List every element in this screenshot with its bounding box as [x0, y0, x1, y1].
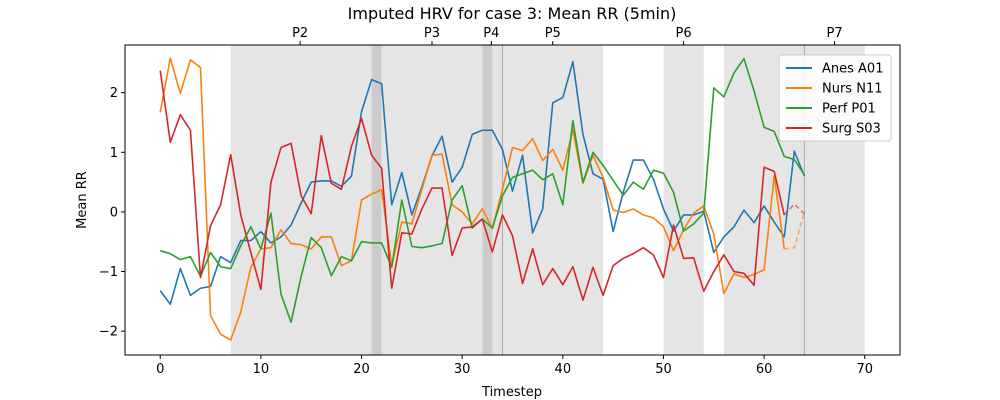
- phase-labels: P2 P3 P4 P5 P6 P7: [292, 26, 843, 45]
- x-tick-label: 0: [156, 362, 164, 377]
- x-tick-label: 30: [454, 362, 471, 377]
- phase-label: P6: [676, 26, 692, 41]
- phase-band: [482, 45, 493, 355]
- phase-band: [381, 45, 483, 355]
- phase-band: [663, 45, 704, 355]
- x-tick-label: 10: [253, 362, 270, 377]
- y-tick-label: 0: [110, 205, 118, 220]
- x-tick-label: 20: [353, 362, 370, 377]
- x-tick-label: 60: [756, 362, 773, 377]
- phase-label: P4: [483, 26, 499, 41]
- legend-label: Anes A01: [822, 62, 883, 77]
- series-imputed-line: [783, 203, 805, 216]
- y-tick-label: 2: [110, 86, 118, 101]
- phase-label: P7: [827, 26, 843, 41]
- phase-label: P2: [292, 26, 308, 41]
- x-tick-label: 50: [655, 362, 672, 377]
- plot-frame: [124, 44, 901, 356]
- series-line: [159, 70, 786, 301]
- legend-label: Nurs N11: [822, 82, 882, 97]
- phase-band: [230, 45, 372, 355]
- x-tick-label: 70: [856, 362, 873, 377]
- phase-band: [371, 45, 382, 355]
- series-line: [159, 60, 806, 306]
- series-imputed-line: [784, 211, 806, 250]
- y-axis: −2 −1 0 1 2: [99, 86, 125, 340]
- x-tick-label: 40: [555, 362, 572, 377]
- x-axis: 0 10 20 30 40 50 60 70: [156, 355, 873, 377]
- y-tick-label: −2: [99, 325, 118, 340]
- legend: Anes A01 Nurs N11 Perf P01 Surg S03: [778, 54, 892, 142]
- y-axis-label: Mean RR: [75, 171, 90, 229]
- phase-label: P5: [545, 26, 561, 41]
- series-lines: [159, 57, 806, 341]
- phase-bands: [230, 45, 865, 355]
- x-axis-label: Timestep: [481, 385, 542, 400]
- y-tick-label: −1: [99, 265, 118, 280]
- legend-label: Surg S03: [822, 122, 881, 137]
- phase-band: [502, 45, 604, 355]
- chart-title: Imputed HRV for case 3: Mean RR (5min): [348, 4, 677, 23]
- phase-band: [492, 45, 503, 355]
- legend-box: [778, 54, 892, 142]
- phase-label: P3: [424, 26, 440, 41]
- legend-label: Perf P01: [822, 102, 876, 117]
- y-tick-label: 1: [110, 146, 118, 161]
